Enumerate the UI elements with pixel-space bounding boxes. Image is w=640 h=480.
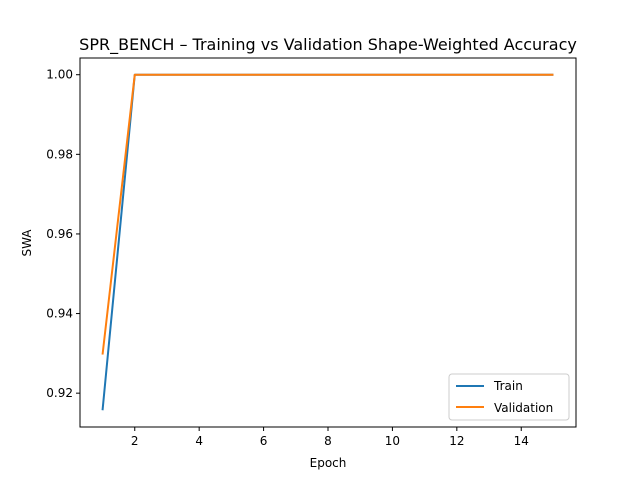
y-tick-label: 0.92 (46, 386, 73, 400)
plot-area (80, 58, 576, 427)
legend-label-train: Train (493, 379, 523, 393)
x-tick-label: 14 (514, 434, 529, 448)
y-tick-label: 0.96 (46, 227, 73, 241)
x-tick-label: 12 (449, 434, 464, 448)
x-tick-label: 10 (385, 434, 400, 448)
chart-title: SPR_BENCH – Training vs Validation Shape… (79, 35, 577, 55)
x-tick-label: 8 (324, 434, 332, 448)
legend: Train Validation (448, 373, 570, 421)
x-tick-label: 2 (131, 434, 139, 448)
y-tick-label: 0.94 (46, 307, 73, 321)
plot-frame (79, 57, 577, 428)
y-axis-label: SWA (20, 229, 34, 257)
y-tick-label: 1.00 (46, 68, 73, 82)
series-line-validation (101, 73, 554, 355)
y-tick-label: 0.98 (46, 147, 73, 161)
series-lines (101, 73, 554, 411)
x-tick-label: 4 (195, 434, 203, 448)
legend-label-validation: Validation (494, 401, 553, 415)
x-axis-label: Epoch (310, 456, 347, 470)
x-tick-label: 6 (260, 434, 268, 448)
x-axis-ticks: 2 4 6 8 10 12 14 (131, 427, 529, 448)
y-axis-ticks: 0.92 0.94 0.96 0.98 1.00 (46, 68, 80, 400)
